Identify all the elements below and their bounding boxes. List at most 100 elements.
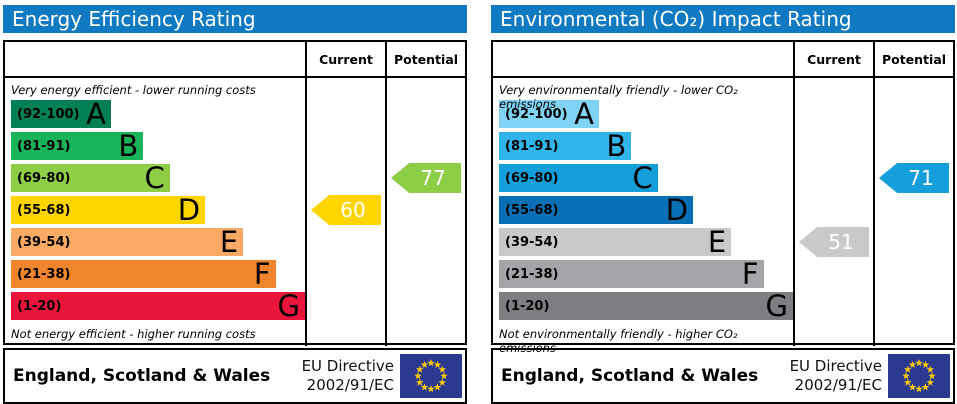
band-letter: C (144, 161, 165, 195)
band-range: (92-100) (17, 106, 80, 122)
band-letter: C (632, 161, 653, 195)
band-range: (92-100) (505, 106, 568, 122)
current-column: 60 (305, 78, 385, 346)
eu-flag-icon (888, 354, 950, 398)
eu-directive-line2: 2002/91/EC (306, 376, 394, 394)
band-range: (55-68) (505, 202, 559, 218)
eu-directive-label: EU Directive 2002/91/EC (302, 357, 400, 395)
band-row-b: (81-91) B (11, 132, 305, 164)
rating-table: Current Potential Very environmentally f… (491, 40, 955, 355)
band-row-b: (81-91) B (499, 132, 793, 164)
band-bar-g: (1-20) G (499, 292, 793, 321)
band-row-e: (39-54) E (11, 228, 305, 260)
band-letter: D (665, 193, 689, 227)
top-note: Very energy efficient - lower running co… (11, 83, 256, 97)
band-bar-e: (39-54) E (499, 225, 732, 259)
eu-flag-icon (400, 354, 462, 398)
band-range: (81-91) (17, 138, 71, 154)
eu-directive-line1: EU Directive (301, 357, 394, 376)
band-row-g: (1-20) G (11, 292, 305, 324)
column-header-potential: Potential (873, 42, 953, 76)
panel-title: Energy Efficiency Rating (3, 5, 467, 33)
bands-column: Very environmentally friendly - lower CO… (493, 78, 793, 355)
band-letter: F (253, 257, 271, 291)
eu-directive-line2: 2002/91/EC (794, 376, 882, 394)
band-row-d: (55-68) D (499, 196, 793, 228)
current-rating-marker: 51 (799, 227, 869, 257)
top-note: Very environmentally friendly - lower CO… (499, 83, 738, 111)
panel-title: Environmental (CO₂) Impact Rating (491, 5, 955, 33)
band-letter: A (574, 97, 594, 131)
band-bar-g: (1-20) G (11, 289, 305, 323)
panel-energy-efficiency: Energy Efficiency Rating Current Potenti… (3, 5, 467, 404)
header-blank-cell (5, 42, 305, 76)
eu-directive-label: EU Directive 2002/91/EC (790, 357, 888, 395)
current-rating-value: 51 (828, 230, 854, 254)
region-label: England, Scotland & Wales (13, 366, 271, 386)
band-row-a: (92-100) A (499, 100, 793, 132)
band-bar-f: (21-38) F (499, 257, 764, 291)
potential-rating-marker: 77 (391, 163, 461, 193)
current-rating-value: 60 (340, 198, 366, 222)
potential-rating-value: 77 (420, 166, 446, 190)
band-bar-d: (55-68) D (499, 193, 694, 227)
header-blank-cell (493, 42, 793, 76)
band-row-g: (1-20) G (499, 292, 793, 324)
column-header-current: Current (793, 42, 873, 76)
bottom-note: Not energy efficient - higher running co… (11, 327, 256, 341)
band-row-f: (21-38) F (11, 260, 305, 292)
eu-directive-line1: EU Directive (789, 357, 882, 376)
panel-environmental-impact: Environmental (CO₂) Impact Rating Curren… (491, 5, 955, 404)
band-range: (1-20) (17, 298, 62, 314)
band-range: (39-54) (17, 234, 71, 250)
panel-footer: England, Scotland & Wales EU Directive 2… (491, 348, 955, 404)
table-header-row: Current Potential (5, 42, 465, 78)
current-rating-marker: 60 (311, 195, 381, 225)
band-row-a: (92-100) A (11, 100, 305, 132)
potential-column: 77 (385, 78, 465, 346)
band-range: (21-38) (17, 266, 71, 282)
band-letter: F (741, 257, 759, 291)
panel-footer: England, Scotland & Wales EU Directive 2… (3, 348, 467, 404)
column-header-potential: Potential (385, 42, 465, 76)
band-bar-e: (39-54) E (11, 225, 244, 259)
band-bar-a: (92-100) A (11, 100, 111, 129)
band-letter: B (118, 129, 139, 163)
table-header-row: Current Potential (493, 42, 953, 78)
band-letter: E (219, 225, 239, 259)
region-label: England, Scotland & Wales (501, 366, 759, 386)
bottom-note: Not environmentally friendly - higher CO… (499, 327, 738, 355)
potential-column: 71 (873, 78, 953, 346)
band-letter: G (277, 289, 300, 323)
band-bar-d: (55-68) D (11, 193, 206, 227)
potential-rating-marker: 71 (879, 163, 949, 193)
band-row-c: (69-80) C (11, 164, 305, 196)
band-range: (39-54) (505, 234, 559, 250)
band-range: (1-20) (505, 298, 550, 314)
band-range: (81-91) (505, 138, 559, 154)
band-row-f: (21-38) F (499, 260, 793, 292)
band-range: (55-68) (17, 202, 71, 218)
rating-table: Current Potential Very energy efficient … (3, 40, 467, 346)
bands-column: Very energy efficient - lower running co… (5, 78, 305, 346)
band-bar-a: (92-100) A (499, 97, 599, 131)
band-bar-b: (81-91) B (11, 129, 144, 163)
band-row-d: (55-68) D (11, 196, 305, 228)
band-bar-f: (21-38) F (11, 257, 276, 291)
column-header-current: Current (305, 42, 385, 76)
band-range: (69-80) (505, 170, 559, 186)
table-body: Very environmentally friendly - lower CO… (493, 78, 953, 355)
band-bar-c: (69-80) C (11, 161, 170, 195)
table-body: Very energy efficient - lower running co… (5, 78, 465, 346)
potential-rating-value: 71 (908, 166, 934, 190)
current-column: 51 (793, 78, 873, 346)
band-letter: E (707, 225, 727, 259)
band-range: (21-38) (505, 266, 559, 282)
band-letter: D (177, 193, 201, 227)
band-range: (69-80) (17, 170, 71, 186)
band-bar-c: (69-80) C (499, 161, 658, 195)
band-row-e: (39-54) E (499, 228, 793, 260)
band-bar-b: (81-91) B (499, 129, 632, 163)
band-letter: B (606, 129, 627, 163)
